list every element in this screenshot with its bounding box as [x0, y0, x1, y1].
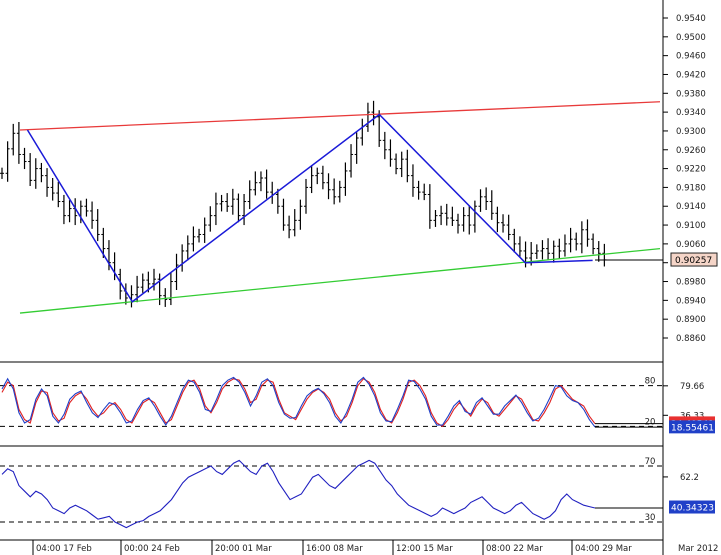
- time-label: 00:00 24 Feb: [124, 544, 180, 554]
- stochastic-panel: 80 20: [0, 376, 663, 447]
- price-axis: 0.9540 0.9500 0.9460 0.9420 0.9380 0.9340 0.93…: [663, 14, 706, 344]
- time-label: 12:00 15 Mar: [396, 544, 453, 554]
- osc-series: [1, 459, 596, 529]
- price-tick-label: 0.8860: [676, 334, 706, 344]
- osc-badge-label: 18.55461: [671, 423, 714, 433]
- stochastic-lines: [1, 376, 663, 428]
- rsi-axis: 62.2: [663, 473, 699, 483]
- price-panel: [0, 100, 663, 363]
- price-tick-label: 0.9060: [676, 240, 706, 250]
- level-label: 70: [645, 457, 656, 467]
- osc-badge-label: 40.34323: [671, 504, 714, 514]
- osc-series: [1, 376, 596, 428]
- price-tick-label: 0.9140: [676, 202, 706, 212]
- support-line: [19, 247, 661, 314]
- zigzag-line: [26, 113, 593, 303]
- price-tick-label: 0.9420: [676, 70, 706, 80]
- osc-badge: [669, 420, 715, 434]
- price-tick-label: 0.9540: [676, 14, 706, 24]
- price-tick-label: 0.9180: [676, 183, 706, 193]
- level-label: 80: [645, 377, 656, 387]
- rsi-levels: 70 30: [0, 457, 663, 523]
- price-tick-label: 0.9220: [676, 165, 706, 175]
- stochastic-axis: 79.66 36.33: [663, 382, 704, 421]
- time-label: 04:00 17 Feb: [36, 544, 92, 554]
- price-tick-label: 0.9380: [676, 89, 706, 99]
- time-label: 08:00 22 Mar: [486, 544, 543, 554]
- osc-tick-label: 79.66: [680, 382, 704, 392]
- resistance-line: [19, 101, 661, 131]
- time-label: 20:00 01 Mar: [215, 544, 272, 554]
- price-bars: [0, 100, 607, 308]
- rsi-panel: 70 30: [0, 457, 663, 541]
- osc-tick-label: 36.33: [680, 411, 704, 421]
- time-label: 04:00 29 Mar: [575, 544, 632, 554]
- price-tick-label: 0.8900: [676, 315, 706, 325]
- level-label: 20: [645, 417, 656, 427]
- osc-badge: [669, 500, 715, 514]
- trend-lines: [19, 101, 661, 314]
- price-tick-label: 0.9500: [676, 33, 706, 43]
- current-price-label: 0.90257: [675, 256, 712, 266]
- price-tick-label: 0.8940: [676, 296, 706, 306]
- stochastic-levels: 80 20: [0, 377, 663, 427]
- price-tick-label: 0.9260: [676, 146, 706, 156]
- price-tick-label: 0.9340: [676, 108, 706, 118]
- time-label: 16:00 08 Mar: [306, 544, 363, 554]
- level-label: 30: [645, 513, 656, 523]
- rsi-lines: [1, 459, 663, 529]
- time-axis: 04:00 17 Feb 00:00 24 Feb 20:00 01 Mar 16:0…: [32, 540, 718, 555]
- price-tick-label: 0.9300: [676, 127, 706, 137]
- current-price-badge: [670, 252, 718, 267]
- time-label: Mar 2012: [678, 544, 718, 554]
- price-tick-label: 0.9460: [676, 52, 706, 62]
- price-tick-label: 0.9100: [676, 221, 706, 231]
- osc-tick-label: 62.2: [680, 473, 699, 483]
- price-tick-label: 0.8980: [676, 278, 706, 288]
